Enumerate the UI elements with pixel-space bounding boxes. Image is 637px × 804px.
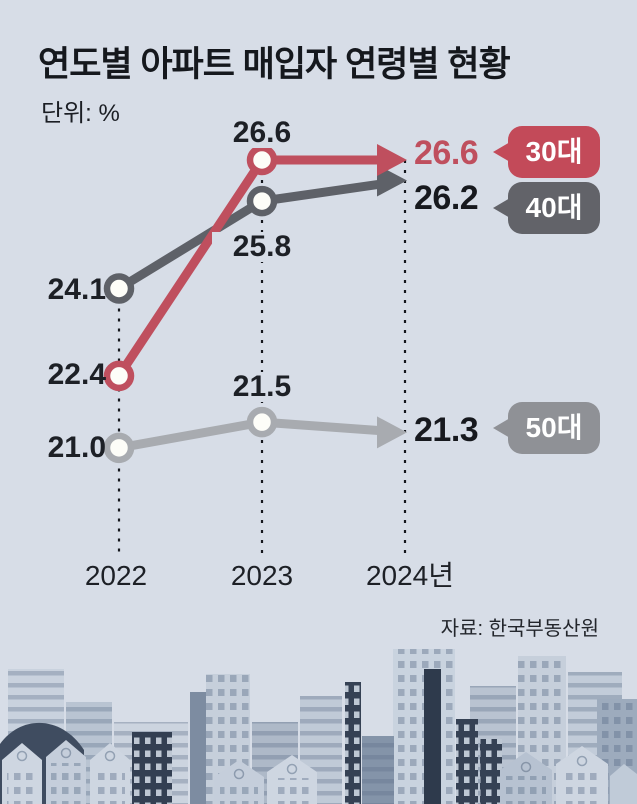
data-label-40s-2023: 25.8 — [212, 232, 312, 262]
legend-badge-40s-label: 40대 — [525, 192, 583, 223]
legend-badge-40s: 40대 — [508, 182, 600, 234]
data-label-40s-2024: 26.2 — [414, 179, 479, 217]
data-label-50s-2024: 21.3 — [414, 411, 479, 449]
legend-badge-50s-label: 50대 — [525, 412, 583, 443]
city-skyline-illustration — [0, 649, 637, 804]
source-label: 자료: 한국부동산원 — [440, 618, 599, 640]
data-label-30s-2022: 22.4 — [47, 358, 106, 391]
x-axis-label-2022: 2022 — [84, 560, 148, 591]
legend-badge-30s: 30대 — [508, 126, 600, 178]
data-label-50s-2023: 21.5 — [212, 372, 312, 402]
x-axis-label-2024: 2024년 — [365, 560, 455, 591]
data-label-40s-2022: 24.1 — [47, 273, 106, 306]
legend-badge-30s-label: 30대 — [525, 136, 583, 167]
page-title: 연도별 아파트 매입자 연령별 현황 — [38, 45, 511, 84]
legend-badge-50s: 50대 — [508, 402, 600, 454]
data-label-30s-2023: 26.6 — [212, 118, 312, 148]
unit-label: 단위: % — [41, 100, 120, 127]
data-label-30s-2024: 26.6 — [414, 134, 479, 172]
data-label-50s-2022: 21.0 — [47, 431, 106, 464]
x-axis-label-2023: 2023 — [230, 560, 294, 591]
